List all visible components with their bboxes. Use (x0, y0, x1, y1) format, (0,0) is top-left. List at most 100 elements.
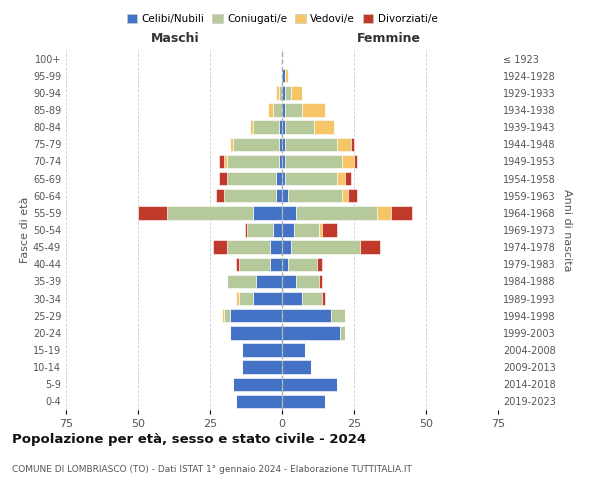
Bar (290, 240, 360, 254)
Bar (282, 69, 285, 82)
Bar (285, 86, 290, 100)
Bar (285, 154, 343, 168)
Bar (331, 309, 346, 322)
Bar (276, 172, 282, 186)
Bar (296, 206, 377, 220)
Bar (268, 104, 274, 117)
Bar (282, 104, 285, 117)
Bar (233, 138, 279, 151)
Bar (343, 189, 348, 202)
Bar (288, 189, 343, 202)
Text: Maschi: Maschi (151, 32, 200, 45)
Bar (279, 154, 282, 168)
Bar (319, 274, 322, 288)
Bar (282, 224, 293, 236)
Bar (282, 120, 285, 134)
Bar (230, 138, 233, 151)
Bar (282, 172, 285, 186)
Bar (319, 224, 322, 236)
Bar (282, 240, 290, 254)
Bar (271, 240, 282, 254)
Bar (218, 172, 227, 186)
Bar (271, 258, 282, 271)
Bar (346, 172, 351, 186)
Bar (282, 309, 331, 322)
Bar (282, 86, 285, 100)
Bar (274, 104, 282, 117)
Bar (282, 394, 325, 408)
Bar (348, 189, 357, 202)
Bar (285, 69, 288, 82)
Bar (282, 206, 296, 220)
Bar (227, 274, 256, 288)
Bar (279, 86, 282, 100)
Bar (282, 378, 337, 391)
Bar (282, 189, 288, 202)
Bar (302, 104, 325, 117)
Bar (296, 274, 319, 288)
Bar (391, 206, 412, 220)
Bar (230, 326, 282, 340)
Bar (239, 292, 253, 306)
Bar (224, 154, 227, 168)
Bar (322, 224, 337, 236)
Bar (343, 154, 354, 168)
Bar (230, 309, 282, 322)
Bar (279, 120, 282, 134)
Bar (337, 172, 346, 186)
Bar (250, 120, 253, 134)
Bar (282, 292, 302, 306)
Bar (253, 206, 282, 220)
Bar (274, 224, 282, 236)
Bar (236, 394, 282, 408)
Bar (242, 360, 282, 374)
Bar (216, 189, 224, 202)
Bar (138, 206, 167, 220)
Bar (276, 86, 279, 100)
Legend: Celibi/Nubili, Coniugati/e, Vedovi/e, Divorziati/e: Celibi/Nubili, Coniugati/e, Vedovi/e, Di… (122, 10, 442, 29)
Bar (337, 138, 351, 151)
Bar (354, 154, 357, 168)
Bar (227, 240, 271, 254)
Bar (293, 224, 319, 236)
Bar (213, 240, 227, 254)
Bar (276, 189, 282, 202)
Bar (282, 138, 285, 151)
Bar (256, 274, 282, 288)
Bar (290, 86, 302, 100)
Bar (317, 258, 322, 271)
Bar (233, 378, 282, 391)
Bar (288, 258, 317, 271)
Bar (239, 258, 271, 271)
Bar (302, 292, 322, 306)
Bar (227, 154, 279, 168)
Bar (247, 224, 274, 236)
Bar (236, 292, 239, 306)
Bar (282, 344, 305, 356)
Bar (236, 258, 239, 271)
Bar (279, 138, 282, 151)
Bar (227, 172, 276, 186)
Text: Popolazione per età, sesso e stato civile - 2024: Popolazione per età, sesso e stato civil… (12, 432, 366, 446)
Bar (224, 189, 276, 202)
Text: Femmine: Femmine (356, 32, 421, 45)
Bar (351, 138, 354, 151)
Text: COMUNE DI LOMBRIASCO (TO) - Dati ISTAT 1° gennaio 2024 - Elaborazione TUTTITALIA: COMUNE DI LOMBRIASCO (TO) - Dati ISTAT 1… (12, 466, 412, 474)
Bar (221, 309, 224, 322)
Bar (282, 274, 296, 288)
Bar (360, 240, 380, 254)
Bar (245, 224, 247, 236)
Bar (285, 138, 337, 151)
Bar (224, 309, 230, 322)
Bar (285, 104, 302, 117)
Y-axis label: Anni di nascita: Anni di nascita (562, 188, 572, 271)
Bar (167, 206, 253, 220)
Bar (282, 326, 340, 340)
Bar (314, 120, 334, 134)
Bar (285, 172, 337, 186)
Y-axis label: Fasce di età: Fasce di età (20, 197, 30, 263)
Bar (322, 292, 325, 306)
Bar (253, 120, 279, 134)
Bar (242, 344, 282, 356)
Bar (282, 154, 285, 168)
